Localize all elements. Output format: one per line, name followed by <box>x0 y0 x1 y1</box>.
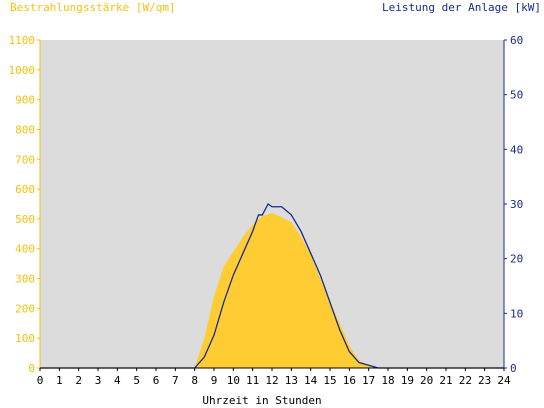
x-tick-label: 12 <box>265 374 278 387</box>
x-tick-label: 18 <box>381 374 394 387</box>
x-tick-label: 1 <box>56 374 63 387</box>
y-right-axis-title: Leistung der Anlage [kW] <box>382 1 541 14</box>
power-line <box>40 203 504 369</box>
y-right-tick-label: 0 <box>510 362 517 375</box>
y-left-tick-label: 0 <box>28 362 35 375</box>
x-tick-label: 6 <box>153 374 160 387</box>
y-left-tick-label: 1000 <box>9 64 36 77</box>
x-tick-label: 7 <box>172 374 179 387</box>
y-right-tick-label: 20 <box>510 253 523 266</box>
x-tick-label: 19 <box>401 374 414 387</box>
x-tick-label: 11 <box>246 374 259 387</box>
irradiance-area <box>194 212 379 368</box>
y-right-tick-label: 60 <box>510 34 523 47</box>
x-tick-label: 21 <box>439 374 452 387</box>
x-tick-label: 3 <box>95 374 102 387</box>
x-tick-label: 5 <box>133 374 140 387</box>
y-left-tick-label: 800 <box>15 123 35 136</box>
y-right-tick-label: 10 <box>510 307 523 320</box>
y-left-tick-label: 700 <box>15 153 35 166</box>
y-right-tick-label: 40 <box>510 143 523 156</box>
y-left-tick-label: 1100 <box>9 34 36 47</box>
x-tick-label: 14 <box>304 374 318 387</box>
x-tick-label: 24 <box>497 374 511 387</box>
x-tick-label: 22 <box>459 374 472 387</box>
x-tick-label: 23 <box>478 374 491 387</box>
x-tick-label: 9 <box>211 374 218 387</box>
x-tick-label: 16 <box>343 374 356 387</box>
x-tick-label: 15 <box>323 374 336 387</box>
x-tick-label: 8 <box>191 374 198 387</box>
x-tick-label: 10 <box>227 374 240 387</box>
y-left-tick-label: 400 <box>15 243 35 256</box>
y-right-tick-label: 30 <box>510 198 523 211</box>
y-left-tick-label: 900 <box>15 94 35 107</box>
y-left-tick-label: 300 <box>15 273 35 286</box>
x-tick-label: 4 <box>114 374 121 387</box>
x-tick-label: 20 <box>420 374 433 387</box>
x-tick-label: 0 <box>37 374 44 387</box>
x-tick-label: 2 <box>75 374 82 387</box>
x-tick-label: 13 <box>285 374 298 387</box>
y-left-tick-label: 500 <box>15 213 35 226</box>
x-axis-title: Uhrzeit in Stunden <box>202 394 322 407</box>
y-left-tick-label: 600 <box>15 183 35 196</box>
y-left-tick-label: 100 <box>15 332 35 345</box>
x-tick-label: 17 <box>362 374 375 387</box>
y-right-tick-label: 50 <box>510 89 523 102</box>
y-left-axis-title: Bestrahlungsstärke [W/qm] <box>10 1 176 14</box>
y-left-tick-label: 200 <box>15 302 35 315</box>
